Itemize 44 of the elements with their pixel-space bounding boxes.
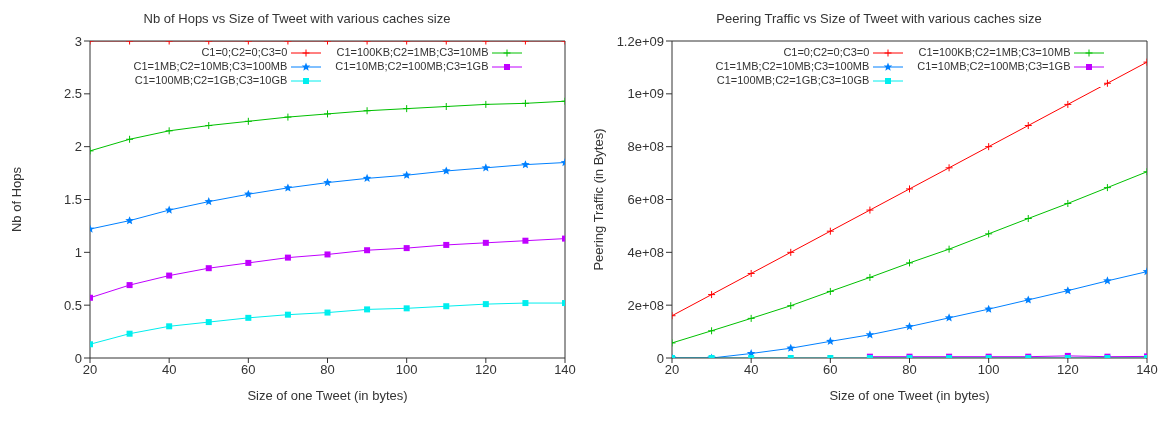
legend-label: C1=0;C2=0;C3=0 — [201, 46, 288, 59]
y-axis-title: Nb of Hops — [8, 166, 24, 233]
y-tick-label: 0.5 — [63, 297, 82, 313]
x-tick-label: 120 — [474, 362, 497, 378]
y-tick-label: 1e+09 — [627, 86, 664, 102]
x-tick-label: 100 — [395, 362, 418, 378]
chart-title: Nb of Hops vs Size of Tweet with various caches size — [142, 10, 452, 28]
chart-title: Peering Traffic vs Size of Tweet with various caches size — [715, 10, 1043, 28]
legend-label: C1=1MB;C2=10MB;C3=100MB — [715, 60, 870, 73]
y-tick-label: 1.5 — [63, 192, 82, 208]
y-tick-label: 6e+08 — [627, 192, 664, 208]
legend-label: C1=10MB;C2=100MB;C3=1GB — [917, 60, 1071, 73]
y-axis-title: Peering Traffic (in Bytes) — [590, 128, 606, 271]
y-tick-label: 2.5 — [63, 86, 82, 102]
y-tick-label: 4e+08 — [627, 244, 664, 260]
x-tick-label: 100 — [977, 362, 1000, 378]
y-tick-label: 0 — [74, 350, 82, 366]
y-tick-label: 2e+08 — [627, 297, 664, 313]
legend-label: C1=100KB;C2=1MB;C3=10MB — [336, 46, 489, 59]
y-tick-label: 8e+08 — [627, 139, 664, 155]
x-tick-label: 60 — [823, 362, 838, 378]
x-tick-label: 40 — [743, 362, 759, 378]
y-tick-label: 0 — [656, 350, 664, 366]
x-tick-label: 20 — [664, 362, 680, 378]
x-tick-label: 20 — [82, 362, 98, 378]
legend-label: C1=1MB;C2=10MB;C3=100MB — [133, 60, 288, 73]
y-tick-label: 1 — [74, 244, 82, 260]
x-tick-label: 120 — [1056, 362, 1079, 378]
y-tick-label: 2 — [74, 139, 82, 155]
x-axis-title: Size of one Tweet (in bytes) — [247, 388, 408, 403]
legend-label: C1=100KB;C2=1MB;C3=10MB — [918, 46, 1071, 59]
x-tick-label: 60 — [241, 362, 256, 378]
x-tick-label: 140 — [554, 362, 576, 378]
x-axis-title: Size of one Tweet (in bytes) — [829, 388, 990, 403]
x-tick-label: 80 — [902, 362, 917, 378]
x-tick-label: 140 — [1136, 362, 1158, 378]
y-tick-label: 1.2e+09 — [616, 33, 664, 49]
legend-label: C1=100MB;C2=1GB;C3=10GB — [134, 74, 288, 87]
legend-label: C1=10MB;C2=100MB;C3=1GB — [335, 60, 489, 73]
legend-label: C1=0;C2=0;C3=0 — [783, 46, 870, 59]
y-tick-label: 3 — [74, 33, 82, 49]
legend-label: C1=100MB;C2=1GB;C3=10GB — [716, 74, 870, 87]
x-tick-label: 80 — [320, 362, 335, 378]
x-tick-label: 40 — [161, 362, 177, 378]
